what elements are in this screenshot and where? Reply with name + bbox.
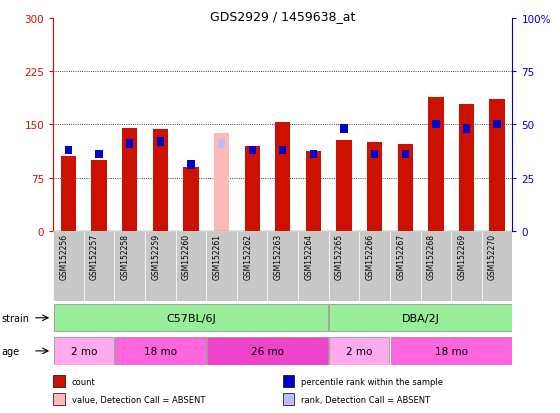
Bar	[126, 140, 133, 148]
Bar	[206, 231, 237, 301]
Text: GSM152258: GSM152258	[121, 233, 130, 279]
Bar	[157, 138, 164, 146]
Text: age: age	[1, 346, 19, 356]
Text: GSM152264: GSM152264	[305, 233, 314, 280]
Text: 18 mo: 18 mo	[144, 346, 177, 356]
Bar	[367, 142, 382, 231]
Bar	[432, 121, 440, 129]
Bar	[275, 123, 291, 231]
Bar	[451, 231, 482, 301]
Bar	[329, 337, 389, 365]
Bar	[421, 231, 451, 301]
Bar	[95, 150, 103, 159]
Bar	[176, 231, 206, 301]
Bar	[122, 128, 137, 231]
Bar	[390, 337, 512, 365]
Bar	[279, 146, 287, 155]
Text: GSM152265: GSM152265	[335, 233, 344, 280]
Text: GSM152267: GSM152267	[396, 233, 405, 280]
Text: value, Detection Call = ABSENT: value, Detection Call = ABSENT	[72, 394, 205, 404]
Text: rank, Detection Call = ABSENT: rank, Detection Call = ABSENT	[301, 394, 430, 404]
Text: GSM152269: GSM152269	[458, 233, 466, 280]
Bar	[54, 304, 328, 332]
Bar	[65, 146, 72, 155]
Bar	[390, 231, 421, 301]
Bar	[214, 134, 229, 231]
Bar	[91, 160, 107, 231]
Bar	[398, 145, 413, 231]
Bar	[61, 157, 76, 231]
Text: GSM152257: GSM152257	[90, 233, 99, 280]
Bar	[371, 150, 379, 159]
Bar	[268, 231, 298, 301]
Text: DBA/2J: DBA/2J	[402, 313, 440, 323]
Bar	[459, 105, 474, 231]
Text: GSM152268: GSM152268	[427, 233, 436, 279]
Bar	[337, 140, 352, 231]
Bar	[53, 375, 65, 387]
Bar	[249, 146, 256, 155]
Bar	[482, 231, 512, 301]
Bar	[402, 150, 409, 159]
Bar	[329, 304, 512, 332]
Text: 26 mo: 26 mo	[251, 346, 284, 356]
Bar	[245, 146, 260, 231]
Text: GSM152266: GSM152266	[366, 233, 375, 280]
Bar	[310, 150, 317, 159]
Text: percentile rank within the sample: percentile rank within the sample	[301, 377, 443, 386]
Bar	[84, 231, 114, 301]
Text: GSM152256: GSM152256	[59, 233, 68, 280]
Text: strain: strain	[1, 313, 29, 323]
Bar	[237, 231, 268, 301]
Bar	[489, 100, 505, 231]
Bar	[493, 121, 501, 129]
Text: GSM152262: GSM152262	[243, 233, 252, 279]
Bar	[153, 130, 168, 231]
Text: C57BL/6J: C57BL/6J	[166, 313, 216, 323]
Bar	[283, 393, 295, 405]
Bar	[428, 98, 444, 231]
Text: GSM152259: GSM152259	[151, 233, 160, 280]
Bar	[298, 231, 329, 301]
Bar	[360, 231, 390, 301]
Text: GSM152263: GSM152263	[274, 233, 283, 280]
Bar	[463, 125, 470, 133]
Text: GDS2929 / 1459638_at: GDS2929 / 1459638_at	[210, 10, 356, 23]
Bar	[340, 125, 348, 133]
Text: GSM152270: GSM152270	[488, 233, 497, 280]
Bar	[53, 231, 84, 301]
Bar	[306, 151, 321, 231]
Text: GSM152261: GSM152261	[213, 233, 222, 279]
Text: 2 mo: 2 mo	[346, 346, 372, 356]
Text: 18 mo: 18 mo	[435, 346, 468, 356]
Text: 2 mo: 2 mo	[71, 346, 97, 356]
Bar	[54, 337, 114, 365]
Bar	[53, 393, 65, 405]
Bar	[329, 231, 360, 301]
Text: count: count	[72, 377, 95, 386]
Bar	[218, 140, 225, 148]
Bar	[145, 231, 176, 301]
Bar	[187, 161, 195, 170]
Bar	[114, 231, 145, 301]
Bar	[115, 337, 206, 365]
Bar	[283, 375, 295, 387]
Text: GSM152260: GSM152260	[182, 233, 191, 280]
Bar	[183, 168, 199, 231]
Bar	[207, 337, 328, 365]
